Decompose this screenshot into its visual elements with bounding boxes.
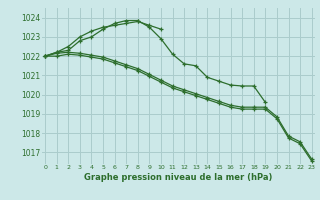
X-axis label: Graphe pression niveau de la mer (hPa): Graphe pression niveau de la mer (hPa) — [84, 173, 273, 182]
